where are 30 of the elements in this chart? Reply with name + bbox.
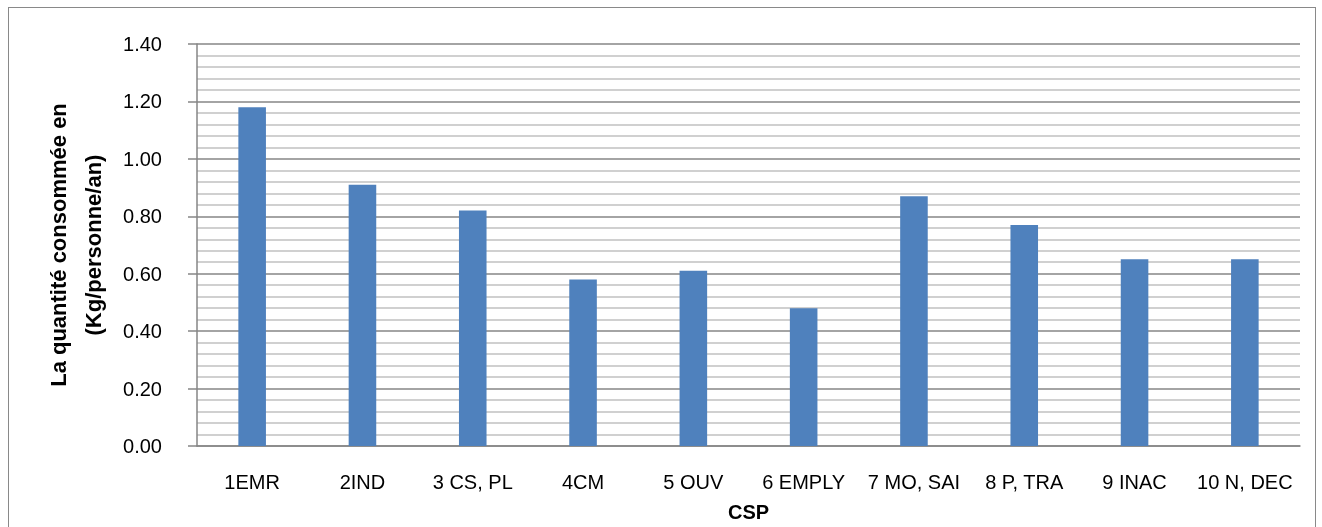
y-tick-label: 1.20 bbox=[123, 90, 162, 113]
bar bbox=[789, 308, 818, 446]
x-tick-label: 4CM bbox=[561, 471, 605, 493]
y-axis-title: La quantité consommée en (Kg/personne/an) bbox=[46, 103, 106, 387]
bar bbox=[1231, 259, 1259, 446]
bar bbox=[458, 210, 487, 446]
y-tick-label: 0.80 bbox=[123, 205, 162, 228]
x-tick-label: 6 EMPLY bbox=[762, 471, 846, 493]
x-tick-label: 3 CS, PL bbox=[432, 471, 513, 493]
x-tick-label: 7 MO, SAI bbox=[867, 471, 961, 493]
x-tick-label: 9 INAC bbox=[1102, 471, 1167, 493]
y-tick-label: 0.60 bbox=[123, 262, 162, 285]
bar bbox=[679, 270, 708, 446]
x-tick-label: 10 N, DEC bbox=[1197, 471, 1293, 493]
bar bbox=[1120, 259, 1149, 446]
y-tick-label: 1.40 bbox=[123, 33, 162, 55]
y-tick-label: 0.20 bbox=[123, 377, 162, 400]
x-tick-label: 8 P, TRA bbox=[985, 471, 1064, 493]
x-axis-title: CSP bbox=[727, 501, 770, 523]
y-tick-label: 0.00 bbox=[123, 435, 162, 457]
bar bbox=[1010, 224, 1039, 446]
bar bbox=[348, 184, 377, 446]
bar bbox=[569, 279, 597, 446]
y-tick-label: 1.00 bbox=[123, 147, 162, 170]
x-tick-label: 5 OUV bbox=[663, 471, 725, 493]
x-tick-label: 1EMR bbox=[224, 471, 280, 493]
bar bbox=[900, 196, 928, 446]
bar bbox=[238, 107, 266, 446]
x-tick-label: 2IND bbox=[339, 471, 386, 493]
y-tick-label: 0.40 bbox=[123, 320, 162, 343]
